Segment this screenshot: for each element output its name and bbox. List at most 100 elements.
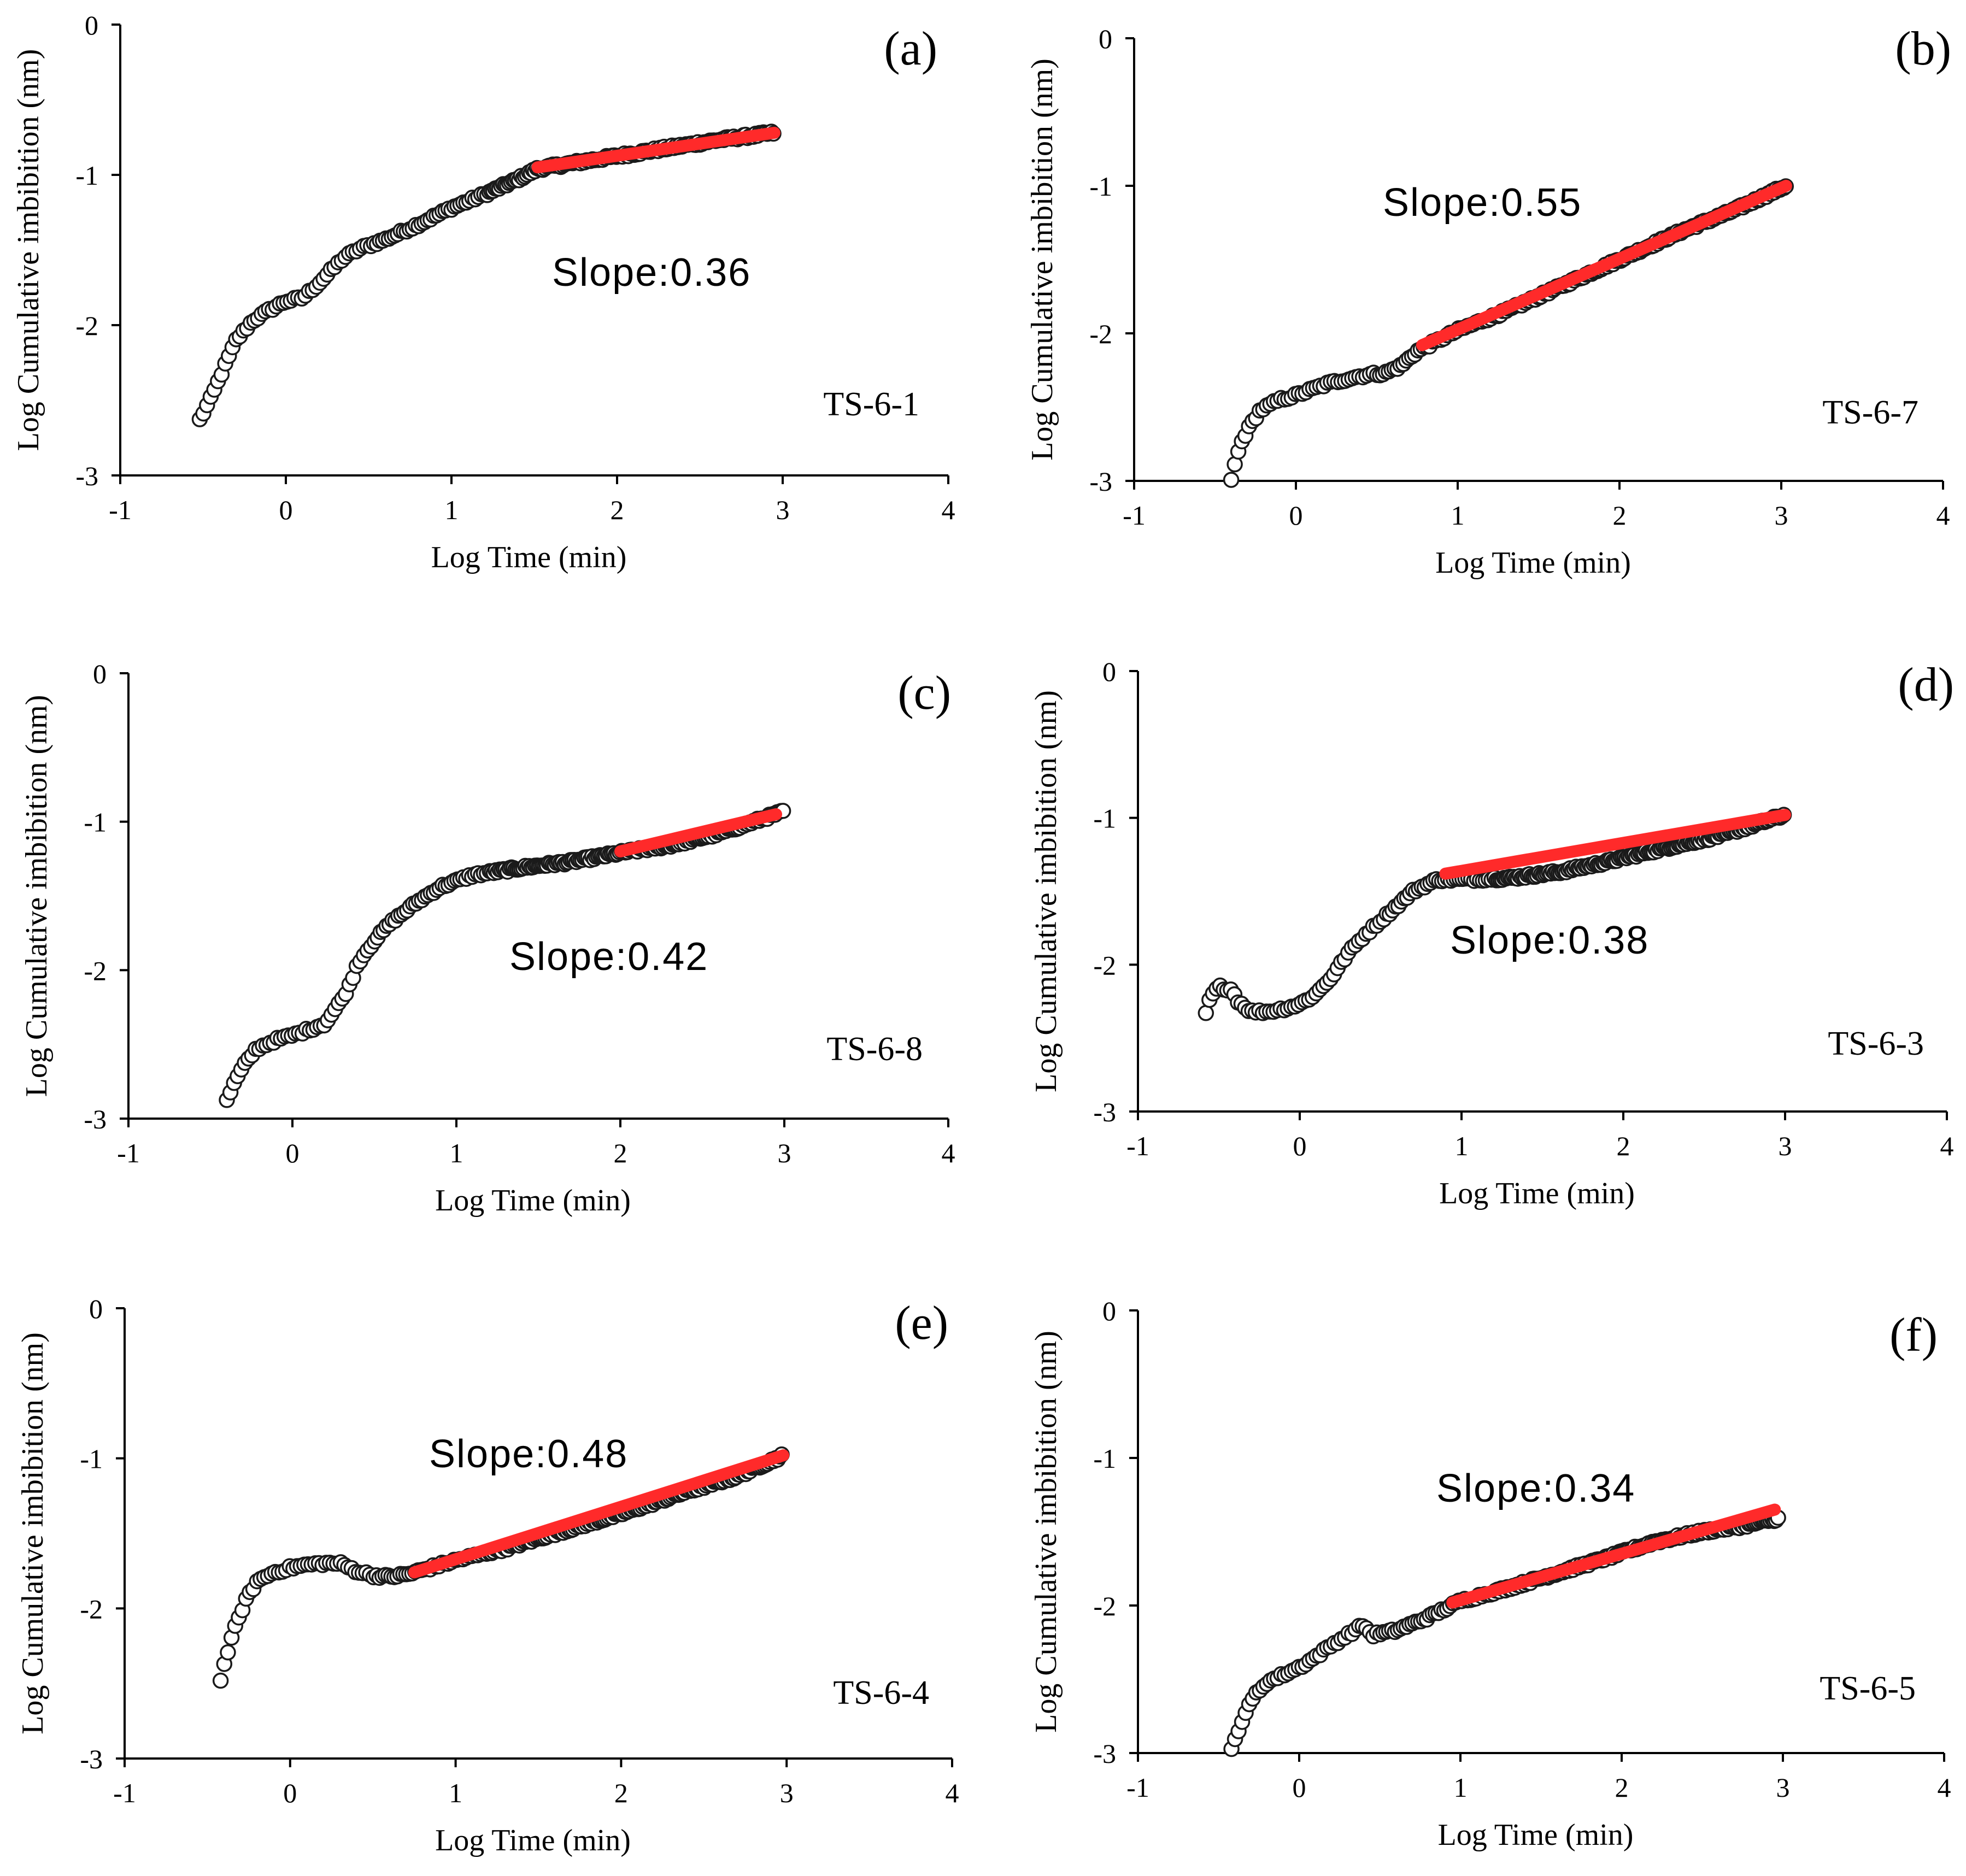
x-tick-label: 3 — [1775, 500, 1788, 531]
data-points — [1198, 807, 1792, 1021]
panel-2: -1 0 1 2 3 4 0 -1 -2 -3 Log Time (min) Log Cumulati… — [1025, 22, 1951, 580]
y-tick-label: -2 — [1093, 950, 1116, 980]
data-point — [1198, 1005, 1214, 1021]
slope-label: Slope:0.42 — [509, 935, 708, 979]
x-tick-label: 2 — [614, 1778, 628, 1808]
y-tick-label: -1 — [80, 1444, 103, 1474]
y-tick-label: -3 — [84, 1104, 107, 1134]
x-tick-label: 1 — [450, 1138, 463, 1168]
x-tick-label: 3 — [1779, 1131, 1792, 1161]
fit-line — [1416, 180, 1792, 351]
panel-label: (c) — [897, 667, 951, 720]
y-axis-title: Log Cumulative imbibition (nm) — [16, 1332, 50, 1734]
data-points — [219, 803, 791, 1108]
x-tick-label: -1 — [1126, 1772, 1149, 1803]
x-axis-title: Log Time (min) — [1435, 546, 1631, 580]
x-tick-label: 1 — [445, 495, 459, 525]
y-tick-label: -2 — [1089, 319, 1112, 349]
data-point — [1223, 472, 1240, 488]
y-axis-title: Log Cumulative imbibition (nm) — [1029, 690, 1063, 1092]
panel-label: (a) — [884, 22, 937, 75]
x-tick-label: 4 — [1936, 500, 1950, 531]
x-tick-label: -1 — [113, 1778, 136, 1808]
x-tick-label: 4 — [946, 1778, 959, 1808]
x-tick-label: 0 — [283, 1778, 297, 1808]
data-point — [212, 1672, 229, 1689]
slope-label: Slope:0.38 — [1450, 919, 1649, 962]
x-tick-label: 1 — [1451, 500, 1465, 531]
y-tick-label: 0 — [89, 1293, 103, 1324]
y-tick-label: 0 — [1099, 23, 1112, 54]
y-tick-label: -3 — [1093, 1097, 1116, 1127]
panel-label: (d) — [1898, 658, 1954, 711]
sample-label: TS-6-4 — [833, 1674, 929, 1712]
y-tick-label: -2 — [80, 1593, 103, 1624]
y-tick-label: -3 — [1093, 1738, 1116, 1769]
x-tick-label: -1 — [109, 495, 132, 525]
y-tick-label: 0 — [1102, 1296, 1116, 1326]
y-tick-label: -1 — [84, 807, 107, 838]
sample-label: TS-6-7 — [1822, 394, 1918, 431]
panel-6: -1 0 1 2 3 4 0 -1 -2 -3 Log Time (min) Log Cumulati… — [1029, 1296, 1951, 1852]
x-tick-label: 4 — [1940, 1131, 1954, 1161]
slope-label: Slope:0.34 — [1436, 1467, 1635, 1510]
y-tick-label: 0 — [1102, 656, 1116, 687]
x-axis-title: Log Time (min) — [435, 1824, 631, 1857]
x-tick-label: 3 — [778, 1138, 791, 1168]
data-points — [1223, 1509, 1786, 1757]
x-tick-label: 3 — [780, 1778, 794, 1808]
x-axis-title: Log Time (min) — [431, 540, 627, 574]
y-axis-title: Log Cumulative imbibition (nm) — [11, 49, 45, 451]
y-axis-title: Log Cumulative imbibition (nm) — [1025, 58, 1059, 461]
slope-label: Slope:0.55 — [1383, 181, 1582, 225]
slope-label: Slope:0.48 — [429, 1432, 628, 1476]
x-tick-label: -1 — [1123, 500, 1146, 531]
x-tick-label: 4 — [942, 495, 955, 525]
fit-line — [1446, 1503, 1781, 1609]
x-axis-title: Log Time (min) — [435, 1184, 631, 1218]
fit-line — [408, 1449, 790, 1579]
x-tick-label: 2 — [1613, 500, 1627, 531]
x-tick-label: 0 — [279, 495, 293, 525]
sample-label: TS-6-8 — [826, 1031, 923, 1068]
fit-line — [531, 127, 780, 174]
data-point — [220, 1644, 236, 1661]
x-axis-title: Log Time (min) — [1439, 1177, 1635, 1210]
slope-label: Slope:0.36 — [552, 251, 751, 295]
y-tick-label: -3 — [75, 461, 98, 491]
x-tick-label: -1 — [117, 1138, 140, 1168]
x-tick-label: 0 — [1293, 1772, 1306, 1803]
x-tick-label: 1 — [1454, 1772, 1468, 1803]
x-tick-label: 4 — [942, 1138, 955, 1168]
y-tick-label: -1 — [1093, 1443, 1116, 1474]
x-tick-label: 1 — [449, 1778, 462, 1808]
panel-label: (b) — [1895, 22, 1951, 75]
x-tick-label: 3 — [776, 495, 790, 525]
x-tick-label: 2 — [1617, 1131, 1630, 1161]
y-tick-label: -1 — [75, 160, 98, 191]
y-tick-label: -1 — [1089, 171, 1112, 202]
y-tick-label: -3 — [1089, 466, 1112, 497]
y-tick-label: -2 — [75, 310, 98, 341]
x-tick-label: 1 — [1455, 1131, 1469, 1161]
x-tick-label: 2 — [614, 1138, 627, 1168]
x-tick-label: -1 — [1126, 1131, 1149, 1161]
panel-label: (f) — [1889, 1309, 1938, 1362]
x-tick-label: 0 — [286, 1138, 300, 1168]
y-tick-label: 0 — [85, 10, 98, 40]
x-axis-title: Log Time (min) — [1438, 1818, 1634, 1852]
y-tick-label: -1 — [1093, 803, 1116, 834]
x-tick-label: 4 — [1938, 1772, 1951, 1803]
panel-4: -1 0 1 2 3 4 0 -1 -2 -3 Log Time (min) Log Cumulati… — [1029, 656, 1954, 1210]
fit-line — [1439, 809, 1791, 880]
sample-label: TS-6-1 — [823, 386, 919, 423]
y-tick-label: -2 — [1093, 1591, 1116, 1621]
x-tick-label: 2 — [611, 495, 624, 525]
panel-5: -1 0 1 2 3 4 0 -1 -2 -3 Log Time (min) Log Cumulati… — [16, 1293, 959, 1857]
y-axis-title: Log Cumulative imbibition (nm) — [1029, 1331, 1063, 1733]
panel-1: -1 0 1 2 3 4 0 -1 -2 -3 Log Time (min) Log Cumulati… — [11, 10, 955, 574]
y-tick-label: -3 — [80, 1744, 103, 1774]
fit-line — [614, 808, 782, 857]
sample-label: TS-6-3 — [1828, 1025, 1924, 1062]
